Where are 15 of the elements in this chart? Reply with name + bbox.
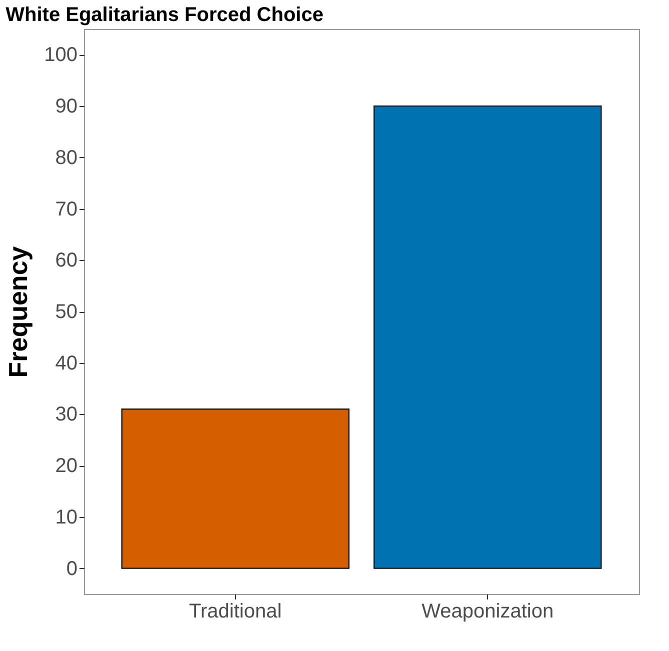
y-tick-label: 10 [55, 506, 78, 528]
y-axis-title: Frequency [3, 246, 34, 378]
y-tick-label: 0 [66, 558, 78, 580]
y-tick-label: 90 [55, 96, 78, 118]
y-tick-label: 100 [44, 44, 78, 66]
y-tick-label: 80 [55, 146, 78, 169]
y-tick-label: 50 [55, 301, 78, 323]
x-tick-label: Traditional [189, 600, 282, 622]
y-tick-label: 40 [55, 352, 78, 374]
y-tick-label: 70 [55, 198, 78, 220]
x-tick-label: Weaponization [422, 600, 554, 622]
chart-title: White Egalitarians Forced Choice [6, 4, 324, 26]
y-tick-label: 60 [55, 250, 78, 272]
y-tick-label: 30 [55, 404, 78, 426]
y-tick-label: 20 [55, 455, 78, 478]
